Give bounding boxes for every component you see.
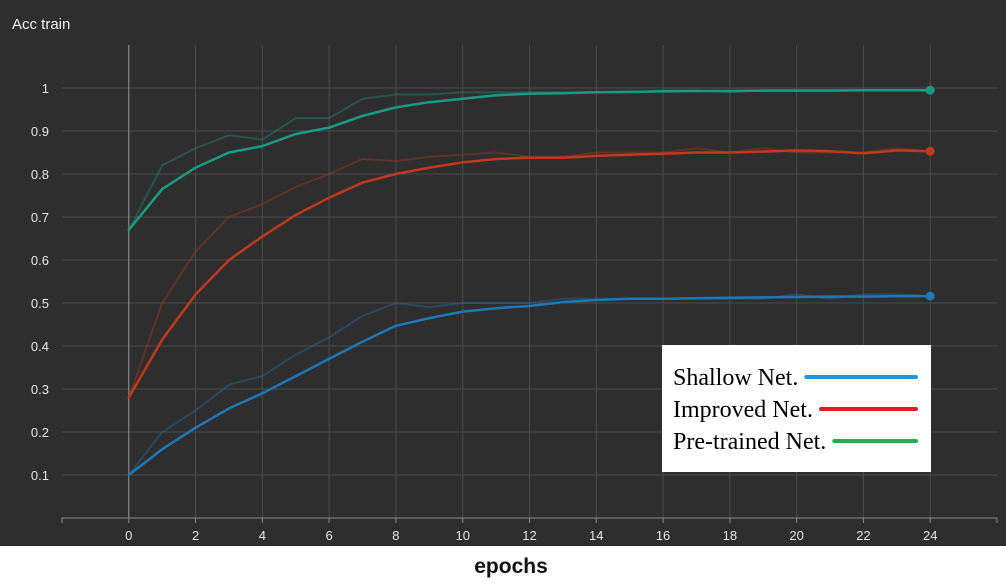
x-tick-label: 8 — [392, 528, 399, 543]
improved-net-end-point — [925, 146, 935, 156]
axes — [61, 517, 998, 523]
y-tick-label: 0.6 — [31, 253, 49, 268]
x-tick-label: 24 — [923, 528, 937, 543]
legend: Shallow Net. Improved Net. Pre-trained Net… — [662, 345, 931, 472]
shallow-net-end-point — [925, 291, 935, 301]
x-tick-label: 22 — [856, 528, 870, 543]
x-tick-label: 12 — [522, 528, 536, 543]
x-axis-label: epochs — [474, 555, 548, 578]
y-tick-label: 0.8 — [31, 167, 49, 182]
x-tick-label: 14 — [589, 528, 603, 543]
y-tick-label: 0.5 — [31, 296, 49, 311]
x-tick-label: 16 — [656, 528, 670, 543]
x-tick-label: 6 — [326, 528, 333, 543]
legend-label-pre-trained-net: Pre-trained Net. — [673, 429, 826, 455]
x-tick-label: 0 — [125, 528, 132, 543]
x-tick-label: 4 — [259, 528, 266, 543]
x-tick-labels: 0 2 4 6 8 10 12 14 16 18 20 22 24 — [125, 528, 937, 543]
improved-net-line — [127, 149, 932, 399]
chart-title: Acc train — [12, 16, 70, 33]
pre-trained-net-line — [127, 88, 932, 232]
smoothed-series-lines — [127, 85, 935, 477]
pre-trained-net-end-point — [925, 85, 935, 95]
legend-label-improved-net: Improved Net. — [673, 397, 813, 423]
x-tick-label: 10 — [455, 528, 469, 543]
y-tick-label: 0.3 — [31, 382, 49, 397]
x-tick-label: 20 — [789, 528, 803, 543]
y-tick-label: 0.4 — [31, 339, 49, 354]
y-tick-labels: 0.1 0.2 0.3 0.4 0.5 0.6 0.7 0.8 0.9 1 — [31, 81, 49, 483]
x-tick-label: 18 — [723, 528, 737, 543]
y-tick-label: 0.9 — [31, 124, 49, 139]
y-tick-label: 0.1 — [31, 468, 49, 483]
legend-label-shallow-net: Shallow Net. — [673, 365, 798, 391]
shallow-net-raw-line — [128, 293, 931, 476]
y-tick-label: 0.7 — [31, 210, 49, 225]
y-tick-label: 1 — [42, 81, 49, 96]
y-tick-label: 0.2 — [31, 425, 49, 440]
shallow-net-line — [127, 294, 932, 477]
x-tick-label: 2 — [192, 528, 199, 543]
